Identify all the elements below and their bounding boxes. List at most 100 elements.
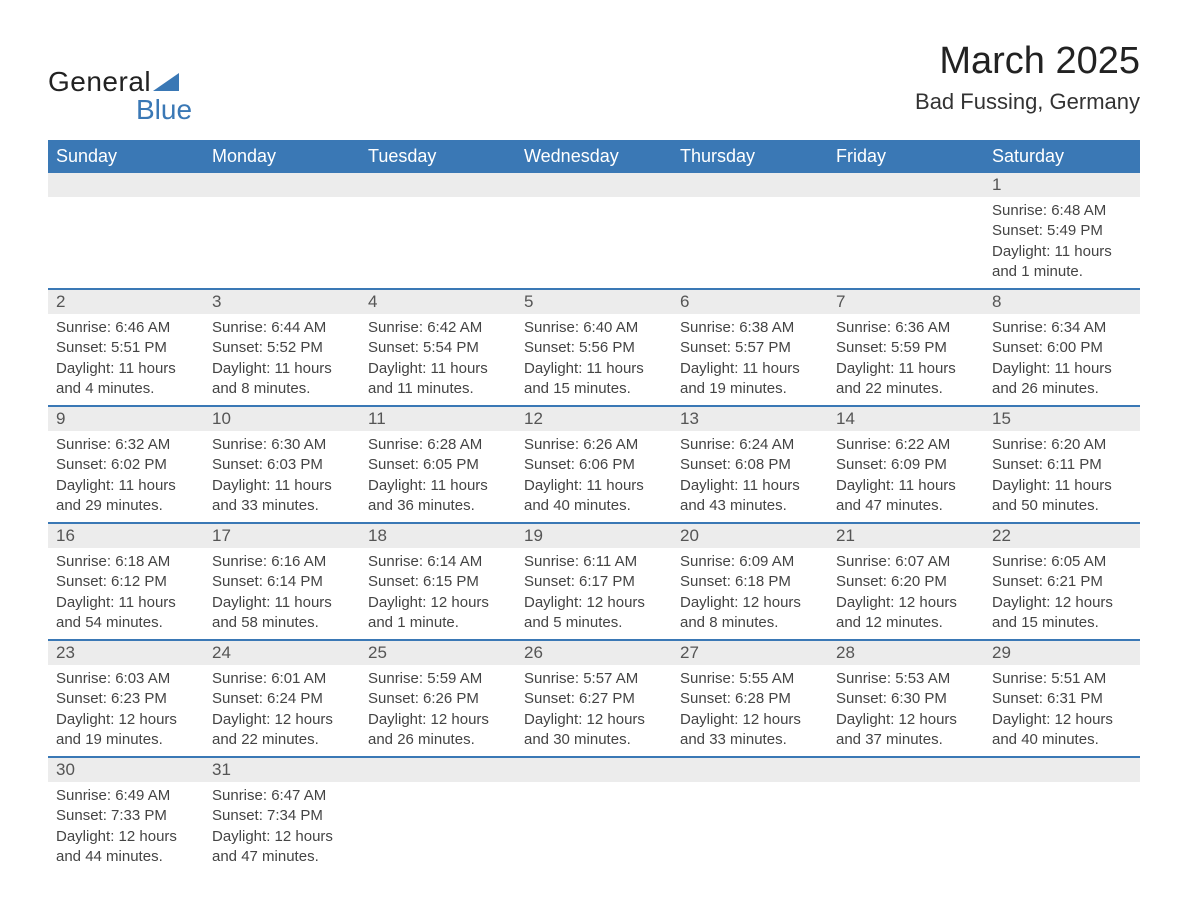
day-number: 23 [48,641,204,665]
sunset-text: Sunset: 6:15 PM [368,572,508,592]
weekday-header: Sunday [48,140,204,173]
daylight-text: Daylight: 12 hours and 5 minutes. [524,593,664,634]
daylight-text: Daylight: 12 hours and 33 minutes. [680,710,820,751]
day-number: 10 [204,407,360,431]
sunrise-text: Sunrise: 6:47 AM [212,786,352,806]
calendar-week-row: 23Sunrise: 6:03 AMSunset: 6:23 PMDayligh… [48,640,1140,757]
sunset-text: Sunset: 5:52 PM [212,338,352,358]
weekday-header: Friday [828,140,984,173]
sunset-text: Sunset: 7:33 PM [56,806,196,826]
sunrise-text: Sunrise: 6:26 AM [524,435,664,455]
day-number: 18 [360,524,516,548]
day-details: Sunrise: 5:53 AMSunset: 6:30 PMDaylight:… [828,665,984,756]
brand-logo: General Blue [48,68,192,124]
day-number [48,173,204,197]
day-details: Sunrise: 6:26 AMSunset: 6:06 PMDaylight:… [516,431,672,522]
calendar-cell: 28Sunrise: 5:53 AMSunset: 6:30 PMDayligh… [828,640,984,757]
day-number [360,758,516,782]
calendar-cell: 4Sunrise: 6:42 AMSunset: 5:54 PMDaylight… [360,289,516,406]
daylight-text: Daylight: 11 hours and 36 minutes. [368,476,508,517]
calendar-cell [516,757,672,873]
weekday-header: Monday [204,140,360,173]
daylight-text: Daylight: 12 hours and 19 minutes. [56,710,196,751]
day-number: 3 [204,290,360,314]
calendar-cell: 9Sunrise: 6:32 AMSunset: 6:02 PMDaylight… [48,406,204,523]
calendar-cell: 23Sunrise: 6:03 AMSunset: 6:23 PMDayligh… [48,640,204,757]
calendar-cell: 21Sunrise: 6:07 AMSunset: 6:20 PMDayligh… [828,523,984,640]
sunset-text: Sunset: 6:05 PM [368,455,508,475]
daylight-text: Daylight: 11 hours and 4 minutes. [56,359,196,400]
header: General Blue March 2025 Bad Fussing, Ger… [48,40,1140,124]
sunset-text: Sunset: 6:14 PM [212,572,352,592]
sunrise-text: Sunrise: 6:34 AM [992,318,1132,338]
day-details: Sunrise: 6:32 AMSunset: 6:02 PMDaylight:… [48,431,204,522]
day-details: Sunrise: 6:36 AMSunset: 5:59 PMDaylight:… [828,314,984,405]
day-number: 7 [828,290,984,314]
daylight-text: Daylight: 11 hours and 43 minutes. [680,476,820,517]
sunset-text: Sunset: 6:31 PM [992,689,1132,709]
day-number: 6 [672,290,828,314]
calendar-cell: 29Sunrise: 5:51 AMSunset: 6:31 PMDayligh… [984,640,1140,757]
day-details: Sunrise: 6:49 AMSunset: 7:33 PMDaylight:… [48,782,204,873]
calendar-cell [360,757,516,873]
sunset-text: Sunset: 6:06 PM [524,455,664,475]
calendar-cell: 26Sunrise: 5:57 AMSunset: 6:27 PMDayligh… [516,640,672,757]
sunrise-text: Sunrise: 6:18 AM [56,552,196,572]
calendar-cell [672,173,828,289]
calendar-cell: 10Sunrise: 6:30 AMSunset: 6:03 PMDayligh… [204,406,360,523]
day-details: Sunrise: 6:22 AMSunset: 6:09 PMDaylight:… [828,431,984,522]
sunset-text: Sunset: 6:21 PM [992,572,1132,592]
day-details: Sunrise: 6:11 AMSunset: 6:17 PMDaylight:… [516,548,672,639]
sunset-text: Sunset: 6:30 PM [836,689,976,709]
daylight-text: Daylight: 11 hours and 11 minutes. [368,359,508,400]
day-details: Sunrise: 5:59 AMSunset: 6:26 PMDaylight:… [360,665,516,756]
day-details [672,197,828,277]
daylight-text: Daylight: 12 hours and 40 minutes. [992,710,1132,751]
calendar-cell: 2Sunrise: 6:46 AMSunset: 5:51 PMDaylight… [48,289,204,406]
sunrise-text: Sunrise: 6:38 AM [680,318,820,338]
sunset-text: Sunset: 6:24 PM [212,689,352,709]
daylight-text: Daylight: 12 hours and 26 minutes. [368,710,508,751]
brand-part2: Blue [136,94,192,125]
day-number: 17 [204,524,360,548]
triangle-icon [153,68,179,96]
sunset-text: Sunset: 5:49 PM [992,221,1132,241]
weekday-header-row: SundayMondayTuesdayWednesdayThursdayFrid… [48,140,1140,173]
daylight-text: Daylight: 11 hours and 33 minutes. [212,476,352,517]
day-number: 22 [984,524,1140,548]
day-number [984,758,1140,782]
calendar-week-row: 16Sunrise: 6:18 AMSunset: 6:12 PMDayligh… [48,523,1140,640]
calendar-cell: 22Sunrise: 6:05 AMSunset: 6:21 PMDayligh… [984,523,1140,640]
calendar-cell [828,173,984,289]
daylight-text: Daylight: 12 hours and 44 minutes. [56,827,196,868]
day-details: Sunrise: 5:51 AMSunset: 6:31 PMDaylight:… [984,665,1140,756]
weekday-header: Wednesday [516,140,672,173]
sunrise-text: Sunrise: 5:59 AM [368,669,508,689]
daylight-text: Daylight: 12 hours and 1 minute. [368,593,508,634]
sunrise-text: Sunrise: 6:36 AM [836,318,976,338]
day-number [516,173,672,197]
day-details [516,782,672,862]
calendar-cell: 16Sunrise: 6:18 AMSunset: 6:12 PMDayligh… [48,523,204,640]
day-details: Sunrise: 6:42 AMSunset: 5:54 PMDaylight:… [360,314,516,405]
calendar-cell: 8Sunrise: 6:34 AMSunset: 6:00 PMDaylight… [984,289,1140,406]
calendar-cell: 5Sunrise: 6:40 AMSunset: 5:56 PMDaylight… [516,289,672,406]
daylight-text: Daylight: 11 hours and 50 minutes. [992,476,1132,517]
sunset-text: Sunset: 5:59 PM [836,338,976,358]
day-number [204,173,360,197]
calendar-cell: 19Sunrise: 6:11 AMSunset: 6:17 PMDayligh… [516,523,672,640]
title-block: March 2025 Bad Fussing, Germany [915,40,1140,115]
day-number [828,173,984,197]
sunrise-text: Sunrise: 6:28 AM [368,435,508,455]
sunset-text: Sunset: 6:09 PM [836,455,976,475]
day-number: 13 [672,407,828,431]
sunrise-text: Sunrise: 6:40 AM [524,318,664,338]
day-number: 21 [828,524,984,548]
sunset-text: Sunset: 6:28 PM [680,689,820,709]
calendar-cell: 25Sunrise: 5:59 AMSunset: 6:26 PMDayligh… [360,640,516,757]
sunrise-text: Sunrise: 6:05 AM [992,552,1132,572]
daylight-text: Daylight: 11 hours and 40 minutes. [524,476,664,517]
day-details: Sunrise: 6:03 AMSunset: 6:23 PMDaylight:… [48,665,204,756]
daylight-text: Daylight: 11 hours and 15 minutes. [524,359,664,400]
sunset-text: Sunset: 5:54 PM [368,338,508,358]
